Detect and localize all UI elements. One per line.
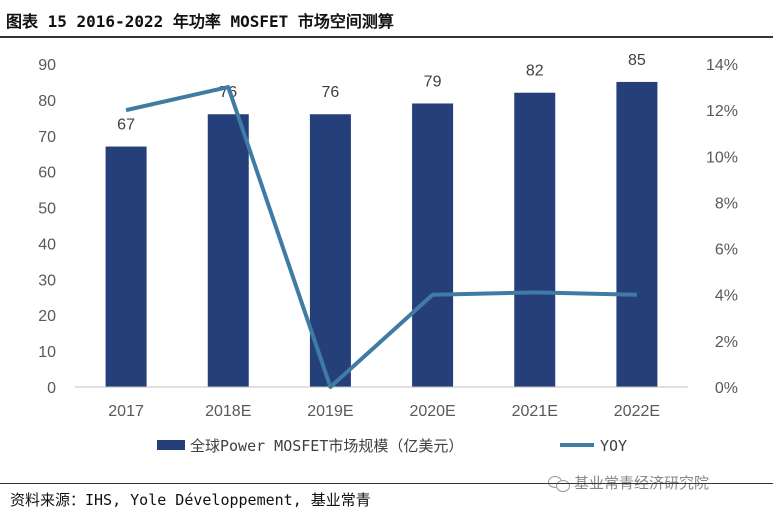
bar-data-label: 79	[424, 73, 442, 90]
left-axis-ticks: 0 10 20 30 40 50 60 70 80 90	[38, 57, 56, 397]
category-label: 2018E	[205, 403, 251, 420]
category-label: 2021E	[512, 403, 558, 420]
legend-bar-swatch	[157, 440, 185, 450]
category-label: 2017	[108, 403, 144, 420]
right-tick-label: 2%	[715, 334, 738, 351]
wechat-icon	[548, 474, 570, 492]
source-note: 资料来源：IHS, Yole Développement, 基业常青	[10, 491, 371, 509]
left-tick-label: 90	[38, 57, 56, 74]
right-tick-label: 12%	[706, 103, 738, 120]
right-tick-label: 14%	[706, 57, 738, 74]
left-tick-label: 30	[38, 272, 56, 289]
left-tick-label: 60	[38, 165, 56, 182]
bar-data-label: 76	[322, 84, 340, 101]
right-axis-ticks: 0% 2% 4% 6% 8% 10% 12% 14%	[706, 57, 738, 397]
watermark: 基业常青经济研究院	[548, 472, 710, 493]
legend: 全球Power MOSFET市场规模（亿美元） YOY	[157, 437, 627, 455]
bar	[105, 146, 147, 387]
category-label: 2022E	[614, 403, 660, 420]
legend-line-label: YOY	[600, 437, 627, 455]
footer-divider	[0, 483, 773, 484]
chart-title: 图表 15 2016-2022 年功率 MOSFET 市场空间测算	[6, 12, 394, 31]
bar	[616, 81, 658, 387]
left-tick-label: 20	[38, 308, 56, 325]
right-tick-label: 10%	[706, 149, 738, 166]
left-tick-label: 0	[47, 380, 56, 397]
bar-data-label: 85	[628, 52, 646, 69]
bar	[514, 92, 556, 387]
left-tick-label: 80	[38, 93, 56, 110]
bar-data-label: 67	[117, 117, 135, 134]
right-tick-label: 0%	[715, 380, 738, 397]
bar-data-label: 82	[526, 63, 544, 80]
right-tick-label: 4%	[715, 288, 738, 305]
left-tick-label: 50	[38, 201, 56, 218]
left-tick-label: 10	[38, 344, 56, 361]
bar	[412, 103, 454, 387]
left-tick-label: 40	[38, 236, 56, 253]
left-tick-label: 70	[38, 129, 56, 146]
right-tick-label: 8%	[715, 195, 738, 212]
category-labels: 2017 2018E 2019E 2020E 2021E 2022E	[108, 403, 660, 420]
category-label: 2019E	[307, 403, 353, 420]
bar	[207, 114, 249, 387]
right-tick-label: 6%	[715, 242, 738, 259]
legend-bar-label: 全球Power MOSFET市场规模（亿美元）	[190, 437, 463, 455]
yoy-line	[125, 85, 637, 389]
category-label: 2020E	[409, 403, 455, 420]
title-divider	[0, 36, 773, 38]
bar-series	[105, 81, 658, 387]
